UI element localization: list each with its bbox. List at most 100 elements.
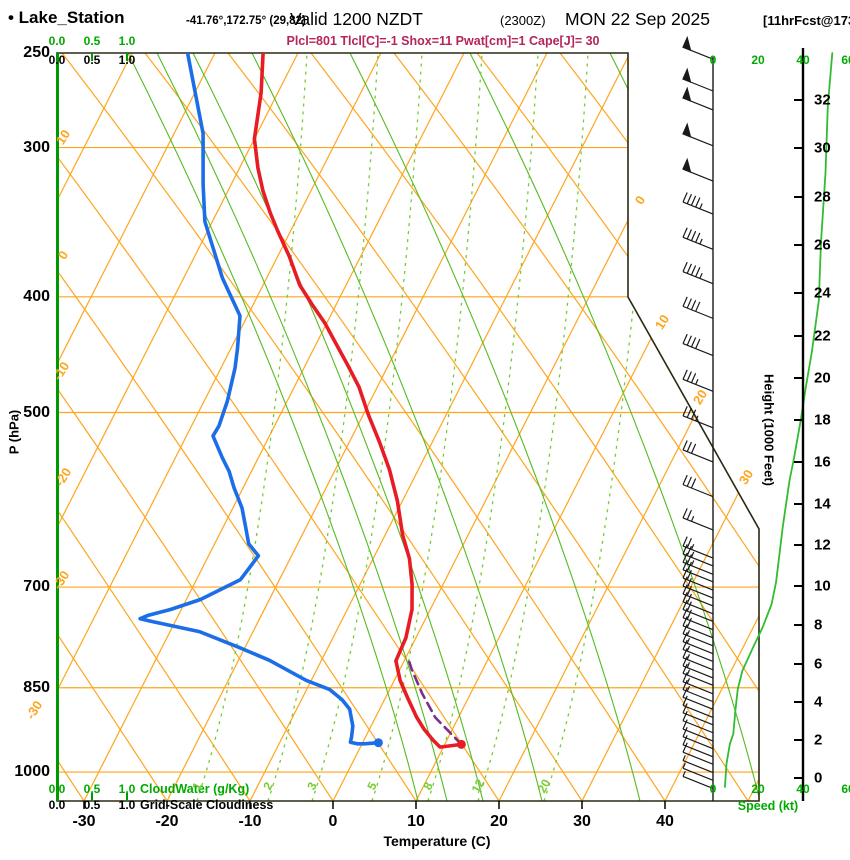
cloudwater-scale-label: 0.0 (48, 34, 66, 48)
temperature-tick-label: -20 (155, 813, 179, 830)
barb-half-feather (690, 544, 695, 550)
speed-tick-label: 60 (841, 782, 850, 796)
barb-feather (686, 585, 692, 596)
barb-feather (686, 569, 692, 580)
barb-staff (682, 236, 714, 250)
barb-feather (686, 371, 692, 382)
moist-adiabat-line (251, 53, 543, 801)
pressure-axis-title: P (hPa) (6, 409, 22, 455)
barb-feather (690, 265, 697, 276)
dry-adiabat-line (144, 53, 666, 801)
barb-feather (686, 538, 692, 549)
dry-adiabat-line (57, 53, 168, 801)
barb-feather (686, 554, 692, 565)
temperature-tick-label: -30 (72, 813, 96, 830)
isotherm-line (57, 53, 382, 801)
barb-staff (682, 593, 714, 607)
surface-dewpoint-dot (373, 738, 383, 748)
height-axis-title: Height (1000 Feet) (761, 374, 777, 486)
valid-date: MON 22 Sep 2025 (565, 9, 710, 29)
barb-feather (682, 599, 688, 610)
barb-feather (686, 593, 692, 604)
barb-staff (682, 665, 714, 679)
barb-feather (682, 648, 688, 659)
cloudwater-scale-label: 0.5 (83, 782, 101, 796)
speed-tick-label: 60 (841, 53, 850, 67)
barb-staff (682, 657, 714, 671)
barb-feather (682, 406, 688, 417)
barb-half-feather (690, 551, 695, 558)
barb-feather (682, 584, 688, 595)
barb-feather (686, 545, 692, 556)
cloudwater-scale-label: 0.0 (48, 782, 66, 796)
cloudiness-scale-label: 0.0 (48, 53, 66, 67)
temperature-tick-label: 40 (656, 813, 674, 830)
barb-staff (682, 751, 714, 765)
cloudwater-scale-label: 1.0 (118, 782, 136, 796)
isotherm-line (166, 53, 548, 801)
station-coords: -41.76°,172.75° (29,82) (186, 15, 306, 27)
barb-staff (682, 585, 714, 599)
valid-time-z: (2300Z) (500, 13, 546, 28)
isotherm-line (581, 53, 759, 801)
isotherm-line (831, 53, 850, 801)
speed-axis-title: Speed (kt) (737, 798, 799, 813)
barb-staff (682, 553, 714, 567)
barb-feather (690, 337, 697, 348)
barb-half-feather (690, 560, 695, 566)
curve-layer (138, 53, 464, 749)
dry-adiabat-line (227, 53, 749, 801)
temperature-axis-title: Temperature (C) (383, 833, 491, 849)
barb-feather (682, 703, 688, 714)
barb-feather (686, 561, 692, 572)
barb-feather (695, 301, 701, 312)
barb-feather (682, 624, 688, 635)
barb-feather (690, 409, 697, 420)
barb-feather (682, 560, 688, 571)
barb-feather (682, 536, 688, 547)
dry-adiabat-line (0, 53, 1, 801)
barb-feather (686, 193, 692, 204)
barb-flag (682, 157, 692, 174)
isotherm-line (57, 53, 133, 801)
barb-feather (695, 197, 701, 208)
dry-adiabat-line (57, 53, 251, 801)
height-tick-label: 12 (814, 536, 831, 554)
barb-half-feather (686, 662, 691, 668)
station-bullet-icon: • (8, 8, 14, 27)
isotherm-line (57, 53, 299, 801)
barb-half-feather (699, 238, 703, 245)
height-tick-label: 10 (814, 577, 831, 595)
pressure-tick-label: 250 (23, 44, 50, 61)
dry-adiabat-line (57, 53, 334, 801)
mixing-ratio-line (196, 53, 308, 801)
speed-tick-label: 20 (751, 782, 765, 796)
grid-layer (0, 53, 850, 801)
barb-staff (682, 271, 714, 285)
isotherm-line (498, 53, 759, 801)
barb-staff (682, 681, 714, 695)
cloudwater-scale-label: 0.5 (83, 34, 101, 48)
cloudiness-axis-title: Grid-Scale Cloudiness (140, 797, 274, 812)
cloudwater-axis-title: CloudWater (g/Kg) (140, 781, 250, 796)
height-tick-label: 22 (814, 327, 831, 345)
barb-flag (682, 122, 692, 138)
barb-staff (682, 760, 714, 774)
barb-feather (690, 300, 697, 310)
cloudwater-scale-label: 1.0 (118, 34, 136, 48)
barb-staff (682, 704, 714, 718)
barb-staff (682, 728, 714, 742)
barb-feather (682, 508, 688, 519)
barb-feather (682, 631, 688, 642)
barb-feather (682, 261, 688, 272)
barb-feather (682, 742, 688, 753)
dry-adiabat-line (57, 53, 500, 801)
barb-feather (690, 372, 697, 383)
pressure-tick-label: 300 (23, 138, 50, 156)
barb-staff (682, 744, 714, 758)
barb-feather (686, 298, 692, 309)
barb-staff (682, 689, 714, 703)
parcel-path-curve (406, 655, 463, 746)
plot-frame (56, 52, 760, 802)
barb-feather (682, 227, 688, 238)
